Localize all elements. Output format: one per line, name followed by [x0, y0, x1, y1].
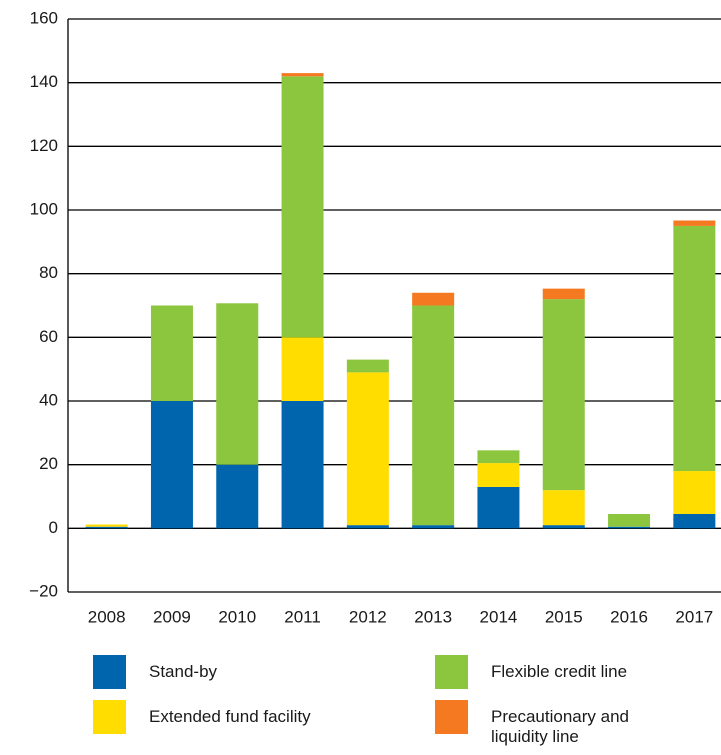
bar-segment: [281, 401, 324, 529]
y-tick-label: −20: [29, 581, 58, 600]
bar-segment: [216, 464, 259, 529]
bar-segment: [150, 305, 193, 401]
x-tick-label: 2015: [545, 607, 583, 626]
x-tick-label: 2011: [284, 607, 321, 626]
y-tick-label: 100: [30, 199, 58, 218]
bar-segment: [542, 490, 585, 526]
bar-segment: [542, 299, 585, 491]
bar-segment: [85, 526, 128, 529]
x-tick-label: 2008: [88, 607, 126, 626]
bar-segment: [412, 305, 455, 526]
y-tick-label: 120: [30, 136, 58, 155]
legend-swatch: [435, 700, 468, 734]
y-tick-label: 140: [30, 72, 58, 91]
y-tick-label: 20: [39, 454, 58, 473]
bar-segment: [346, 359, 389, 373]
x-tick-label: 2014: [480, 607, 518, 626]
legend-label: Extended fund facility: [149, 707, 311, 726]
y-tick-label: 160: [30, 8, 58, 27]
y-tick-label: 0: [49, 518, 58, 537]
x-tick-label: 2009: [153, 607, 191, 626]
legend-label: Flexible credit line: [491, 662, 628, 681]
legend-item: Precautionary and liquidity line: [435, 700, 681, 747]
x-tick-label: 2016: [610, 607, 648, 626]
bar-segment: [542, 525, 585, 529]
legend-label: Precautionary and liquidity line: [491, 707, 629, 746]
bar-segment: [85, 524, 128, 527]
legend-swatch: [93, 655, 126, 689]
bar-segment: [477, 486, 520, 529]
bar-segment: [412, 292, 455, 306]
bar-segment: [477, 450, 520, 464]
bar-segment: [542, 288, 585, 300]
legend-item: Stand-by: [93, 655, 379, 689]
bar-segment: [216, 303, 259, 465]
bar-segment: [346, 525, 389, 529]
bar-segment: [150, 401, 193, 529]
legend-item: Flexible credit line: [435, 655, 721, 689]
legend-item: Extended fund facility: [93, 700, 379, 734]
y-tick-label: 80: [39, 263, 58, 282]
chart: −20 0 20 40 60 80 100 120 140 160 2008 2009 2010 2011…: [29, 8, 721, 626]
bar-segment: [673, 471, 716, 515]
y-tick-label: 40: [39, 390, 58, 409]
bar-segment: [673, 225, 716, 472]
bar-segment: [608, 526, 651, 529]
y-tick-label: 60: [39, 327, 58, 346]
x-tick-label: 2013: [414, 607, 452, 626]
legend-swatch: [93, 700, 126, 734]
x-tick-label: 2010: [218, 607, 256, 626]
bar-segment: [346, 372, 389, 526]
bar-segment: [281, 76, 324, 338]
x-tick-label: 2017: [675, 607, 713, 626]
bar-segment: [608, 514, 651, 527]
bar-segment: [281, 73, 324, 77]
x-tick-label: 2012: [349, 607, 387, 626]
legend-label: Stand-by: [149, 662, 218, 681]
legend-swatch: [435, 655, 468, 689]
bar-segment: [673, 514, 716, 529]
bar-segment: [412, 525, 455, 529]
bar-segment: [477, 463, 520, 487]
bar-segment: [281, 337, 324, 401]
bar-segment: [673, 220, 716, 226]
